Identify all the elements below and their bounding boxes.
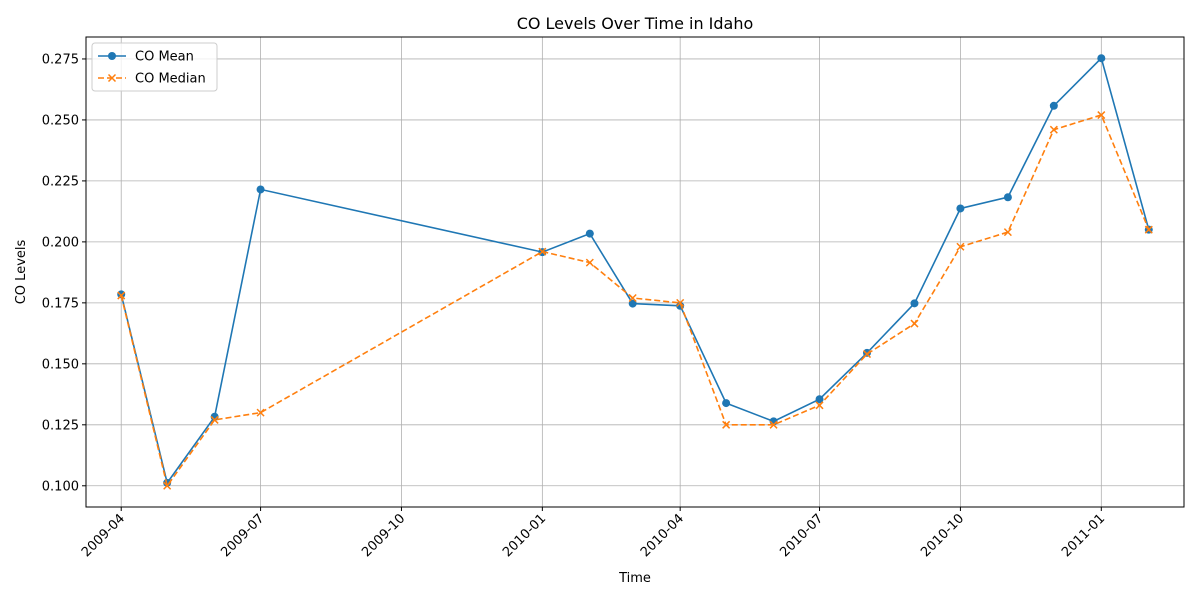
y-tick-label: 0.175	[42, 296, 79, 311]
co-median-point	[256, 408, 265, 417]
co-mean-point	[815, 395, 824, 404]
co-median-point	[862, 350, 872, 359]
legend-co-mean-marker	[108, 52, 116, 60]
chart-title: CO Levels Over Time in Idaho	[517, 14, 754, 33]
co-median-point	[815, 401, 824, 410]
co-mean-line	[120, 56, 1150, 485]
co-median-point	[628, 293, 637, 303]
co-median-point	[210, 415, 219, 424]
y-tick-label: 0.225	[42, 174, 79, 189]
y-tick-label: 0.250	[42, 113, 79, 128]
legend-co-median-label: CO Median	[135, 72, 206, 87]
grid	[86, 37, 1184, 507]
co-median-point	[1003, 228, 1012, 237]
co-median-point	[1144, 225, 1153, 234]
y-axis-label: CO Levels	[14, 240, 29, 305]
co-mean-point	[956, 204, 965, 213]
co-median-point	[538, 247, 547, 256]
co-mean-point	[910, 299, 919, 308]
co-median-point	[722, 420, 731, 429]
y-axis: 0.100 0.125 0.150 0.175 0.200 0.225 0.250 0.275	[42, 52, 86, 494]
co-mean-point	[1097, 54, 1106, 63]
legend: CO Mean CO Median	[91, 42, 218, 92]
co-mean-point	[628, 299, 637, 308]
co-mean-point	[1003, 193, 1012, 202]
co-median-point	[956, 242, 965, 251]
series-group	[117, 54, 1153, 490]
co-mean-point	[256, 185, 265, 194]
co-median-point	[676, 298, 685, 307]
plot-area-frame	[85, 36, 1185, 508]
co-median-point	[769, 420, 778, 429]
co-median-point	[1097, 111, 1106, 120]
y-tick-label: 0.125	[42, 418, 79, 433]
co-median-line	[120, 114, 1150, 488]
legend-co-mean-label: CO Mean	[135, 50, 194, 65]
y-tick-label: 0.100	[42, 479, 79, 494]
legend-co-median-marker	[107, 73, 117, 83]
y-tick-label: 0.150	[42, 357, 79, 372]
co-median-point	[910, 319, 919, 328]
co-mean-point	[1049, 101, 1058, 110]
legend-box	[91, 42, 218, 92]
co-mean-point	[863, 348, 872, 357]
co-mean-point	[117, 290, 126, 299]
y-tick-label: 0.200	[42, 235, 79, 250]
co-mean-point	[722, 399, 731, 408]
co-median-point	[163, 481, 172, 490]
co-median-point	[585, 258, 594, 267]
co-mean-point	[585, 229, 594, 238]
co-median-point	[117, 291, 126, 300]
x-axis-label: Time	[618, 571, 651, 586]
co-median-point	[1049, 125, 1058, 134]
y-tick-label: 0.275	[42, 52, 79, 67]
